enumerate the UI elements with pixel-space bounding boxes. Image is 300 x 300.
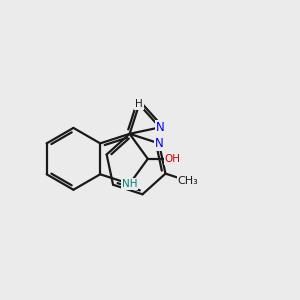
Text: N: N <box>155 121 164 134</box>
Text: CH₃: CH₃ <box>178 176 198 186</box>
Text: N: N <box>155 137 164 150</box>
Text: H: H <box>135 99 143 110</box>
Text: NH: NH <box>122 179 137 189</box>
Text: OH: OH <box>165 154 181 164</box>
